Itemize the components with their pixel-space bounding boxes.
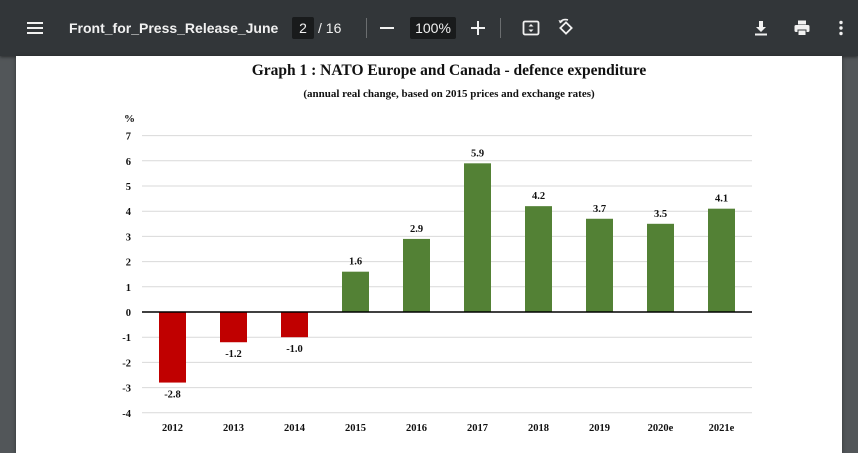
bar-2020e [647, 223, 674, 312]
y-tick-label: -2 [122, 358, 131, 369]
data-label: 1.6 [349, 257, 362, 268]
data-label: 4.2 [532, 191, 545, 202]
bar-2019 [586, 218, 613, 312]
total-pages: 16 [325, 20, 342, 36]
bar-2017 [464, 163, 491, 312]
y-tick-label: 1 [126, 283, 131, 294]
data-label: 4.1 [715, 194, 728, 205]
bar-2012 [159, 312, 186, 383]
y-tick-label: -3 [122, 384, 131, 395]
document-title: Front_for_Press_Release_June... [69, 20, 279, 36]
x-tick-label: 2021e [709, 423, 735, 434]
toolbar-divider [500, 18, 501, 38]
x-tick-label: 2014 [284, 423, 306, 434]
x-tick-label: 2019 [589, 423, 610, 434]
page-separator: / [318, 20, 322, 36]
bar-2014 [281, 312, 308, 338]
y-tick-label: 0 [126, 308, 131, 319]
page-count: / 16 [318, 17, 341, 39]
toolbar-divider [366, 18, 367, 38]
print-icon[interactable] [786, 12, 818, 44]
data-label: 5.9 [471, 148, 484, 159]
pdf-viewer-toolbar: Front_for_Press_Release_June... 2 / 16 1… [0, 0, 858, 56]
y-tick-label: -4 [122, 409, 131, 420]
data-label: 2.9 [410, 224, 423, 235]
x-tick-label: 2020e [648, 423, 674, 434]
y-tick-label: 3 [126, 232, 131, 243]
page-number-input[interactable]: 2 [292, 17, 314, 39]
y-tick-label: 4 [126, 207, 132, 218]
y-tick-label: 6 [126, 157, 131, 168]
data-label: 3.5 [654, 209, 667, 220]
y-tick-label: -1 [122, 333, 131, 344]
zoom-in-icon[interactable] [462, 12, 494, 44]
bar-2018 [525, 206, 552, 312]
chart-subtitle: (annual real change, based on 2015 price… [303, 88, 595, 100]
data-label: 3.7 [593, 204, 606, 215]
x-tick-label: 2015 [345, 423, 366, 434]
y-tick-label: 2 [126, 258, 131, 269]
rotate-icon[interactable] [550, 12, 582, 44]
y-tick-label: 7 [126, 132, 131, 143]
download-icon[interactable] [745, 12, 777, 44]
x-tick-label: 2012 [162, 423, 183, 434]
zoom-out-icon[interactable] [371, 12, 403, 44]
bar-2013 [220, 312, 247, 343]
more-vert-icon[interactable] [825, 12, 857, 44]
fit-page-icon[interactable] [515, 12, 547, 44]
data-label: -1.0 [286, 344, 303, 355]
bar-2016 [403, 238, 430, 312]
zoom-level-input[interactable]: 100% [410, 17, 456, 39]
x-tick-label: 2017 [467, 423, 488, 434]
bar-2015 [342, 271, 369, 312]
y-axis-label: % [124, 113, 135, 125]
menu-icon[interactable] [19, 12, 51, 44]
x-tick-label: 2016 [406, 423, 427, 434]
x-tick-label: 2013 [223, 423, 244, 434]
data-label: -2.8 [164, 390, 181, 401]
y-tick-label: 5 [126, 182, 131, 193]
chart-title: Graph 1 : NATO Europe and Canada - defen… [252, 62, 647, 79]
data-label: -1.2 [225, 349, 242, 360]
bar-2021e [708, 208, 735, 312]
x-tick-label: 2018 [528, 423, 549, 434]
